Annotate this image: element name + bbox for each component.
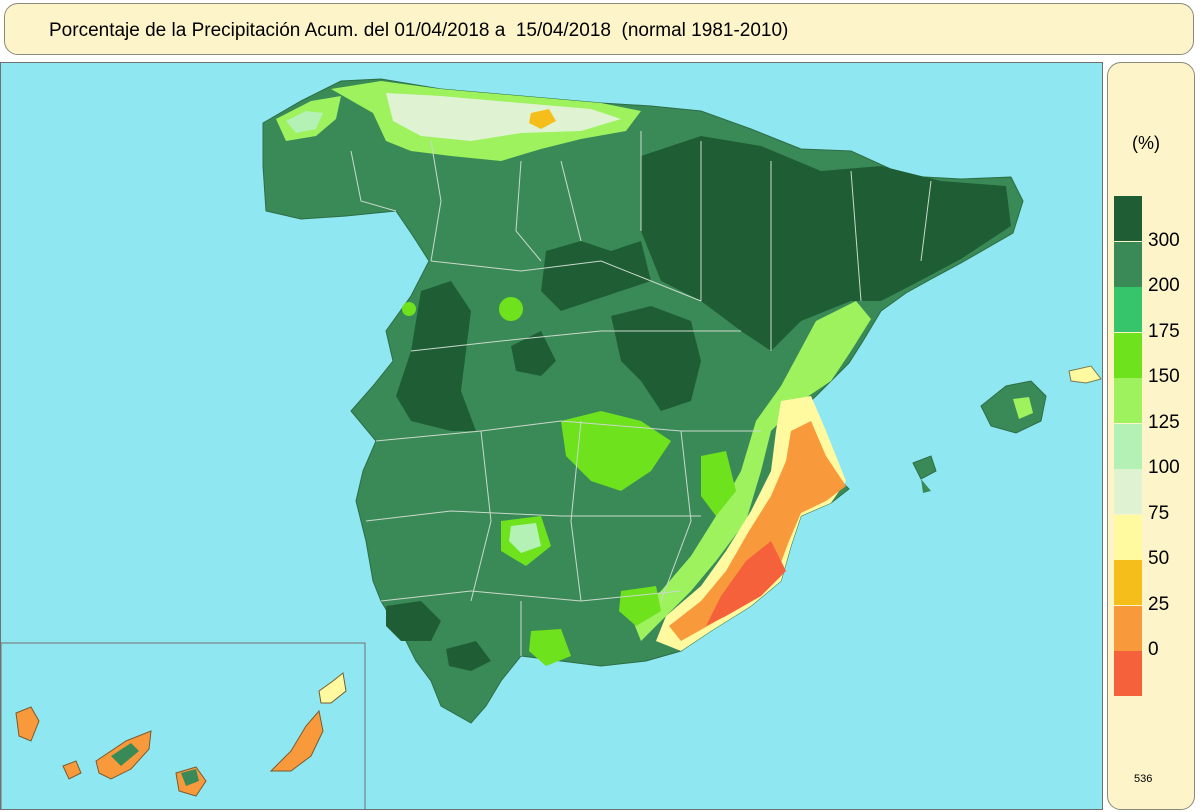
- canary-inset: [1, 642, 366, 809]
- map-id: 536: [1134, 773, 1153, 785]
- legend-swatch: [1114, 332, 1142, 378]
- title-bar: Porcentaje de la Precipitación Acum. del…: [4, 3, 1194, 55]
- legend-swatch: [1114, 287, 1142, 332]
- legend-label: 125: [1148, 411, 1180, 433]
- legend-panel: (%) 300 200 175 150 125 100 75 50 25 0 536: [1107, 62, 1195, 810]
- legend-label: 100: [1148, 457, 1180, 478]
- legend-label: 175: [1148, 320, 1180, 342]
- zone-east-coast: [631, 301, 871, 641]
- legend-swatch: [1114, 651, 1142, 696]
- balearic-islands: [912, 365, 1102, 493]
- legend-swatch: [1114, 423, 1142, 469]
- zone-300: [386, 136, 1011, 671]
- legend-label: 25: [1148, 593, 1170, 615]
- legend-label: 200: [1148, 275, 1180, 296]
- legend-label: 0: [1148, 639, 1159, 660]
- legend-label: 150: [1148, 366, 1180, 387]
- map-title: Porcentaje de la Precipitación Acum. del…: [49, 20, 789, 41]
- legend-label: 75: [1148, 502, 1170, 524]
- legend-swatch: [1114, 241, 1142, 287]
- legend-swatch: [1114, 196, 1142, 241]
- legend-swatch: [1114, 514, 1142, 560]
- legend-label: 300: [1148, 229, 1180, 251]
- map-frame: [0, 62, 1103, 810]
- precipitation-map: [1, 78, 1102, 809]
- legend-swatch: [1114, 378, 1142, 423]
- province-borders: [350, 131, 932, 656]
- legend-unit: (%): [1132, 133, 1160, 153]
- legend-swatch: [1114, 605, 1142, 651]
- legend-label: 50: [1148, 548, 1170, 569]
- legend-swatch: [1114, 469, 1142, 514]
- legend-swatch: [1114, 560, 1142, 605]
